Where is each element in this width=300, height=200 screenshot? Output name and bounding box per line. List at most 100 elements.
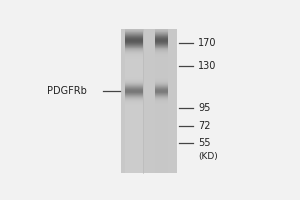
Bar [155, 171, 168, 172]
Bar [155, 44, 168, 45]
Bar [125, 103, 143, 104]
Bar [125, 64, 143, 65]
Bar [125, 145, 143, 146]
Bar [125, 35, 143, 36]
Bar [155, 148, 168, 149]
Bar [125, 37, 143, 38]
Bar [155, 112, 168, 113]
Bar [155, 40, 168, 41]
Bar [125, 80, 143, 81]
Bar [155, 58, 168, 59]
Bar [155, 154, 168, 155]
Bar [125, 52, 143, 53]
Bar [125, 100, 143, 101]
Bar [125, 54, 143, 55]
Bar [125, 93, 143, 94]
Bar [125, 87, 143, 88]
Bar [155, 159, 168, 160]
Bar [125, 138, 143, 139]
Bar [125, 43, 143, 44]
Bar [125, 152, 143, 153]
Bar [125, 132, 143, 133]
Bar [155, 60, 168, 61]
Bar [155, 56, 168, 57]
Bar [155, 109, 168, 110]
Bar [125, 48, 143, 49]
Bar [125, 89, 143, 90]
Bar [125, 158, 143, 159]
Text: PDGFRb: PDGFRb [47, 86, 87, 96]
Bar [155, 76, 168, 77]
Bar [155, 160, 168, 161]
Bar [125, 73, 143, 74]
Bar [125, 99, 143, 100]
Bar [155, 110, 168, 111]
Bar [125, 150, 143, 151]
Bar [125, 137, 143, 138]
Bar [125, 110, 143, 111]
Bar [125, 107, 143, 108]
Bar [155, 147, 168, 148]
Bar [155, 172, 168, 173]
Bar [125, 40, 143, 41]
Bar [125, 98, 143, 99]
Bar [125, 29, 143, 30]
Bar [155, 68, 168, 69]
Bar [125, 161, 143, 162]
Bar [155, 149, 168, 150]
Bar [125, 164, 143, 165]
Bar [125, 166, 143, 167]
Bar [125, 116, 143, 117]
Text: 170: 170 [198, 38, 216, 48]
Bar [155, 35, 168, 36]
Bar [155, 170, 168, 171]
Bar [125, 170, 143, 171]
Bar [155, 51, 168, 52]
Bar [125, 41, 143, 42]
Bar [155, 107, 168, 108]
Bar [155, 41, 168, 42]
Bar [125, 104, 143, 105]
Bar [125, 57, 143, 58]
Bar [125, 113, 143, 114]
Bar [125, 134, 143, 135]
Bar [125, 33, 143, 34]
Bar [125, 121, 143, 122]
Bar [155, 70, 168, 71]
Bar [125, 136, 143, 137]
Bar [125, 51, 143, 52]
Bar [155, 115, 168, 116]
Bar [155, 99, 168, 100]
Bar [125, 144, 143, 145]
Bar [155, 50, 168, 51]
Bar [155, 38, 168, 39]
Bar [125, 105, 143, 106]
Bar [125, 127, 143, 128]
Bar [125, 114, 143, 115]
Bar [125, 147, 143, 148]
Bar [155, 30, 168, 31]
Bar [125, 56, 143, 57]
Bar [155, 78, 168, 79]
Bar [125, 86, 143, 87]
Bar [155, 118, 168, 119]
Bar [155, 136, 168, 137]
Bar [155, 162, 168, 163]
Bar [125, 60, 143, 61]
Bar [155, 157, 168, 158]
Bar [125, 78, 143, 79]
Bar [155, 29, 168, 30]
Bar [155, 131, 168, 132]
Bar [155, 79, 168, 80]
Bar [125, 45, 143, 46]
Bar [125, 53, 143, 54]
Bar [155, 47, 168, 48]
Bar [155, 62, 168, 63]
Bar [125, 32, 143, 33]
Bar [155, 168, 168, 169]
Bar [155, 74, 168, 75]
Bar [125, 135, 143, 136]
Bar [125, 169, 143, 170]
Bar [155, 150, 168, 151]
Bar [125, 42, 143, 43]
